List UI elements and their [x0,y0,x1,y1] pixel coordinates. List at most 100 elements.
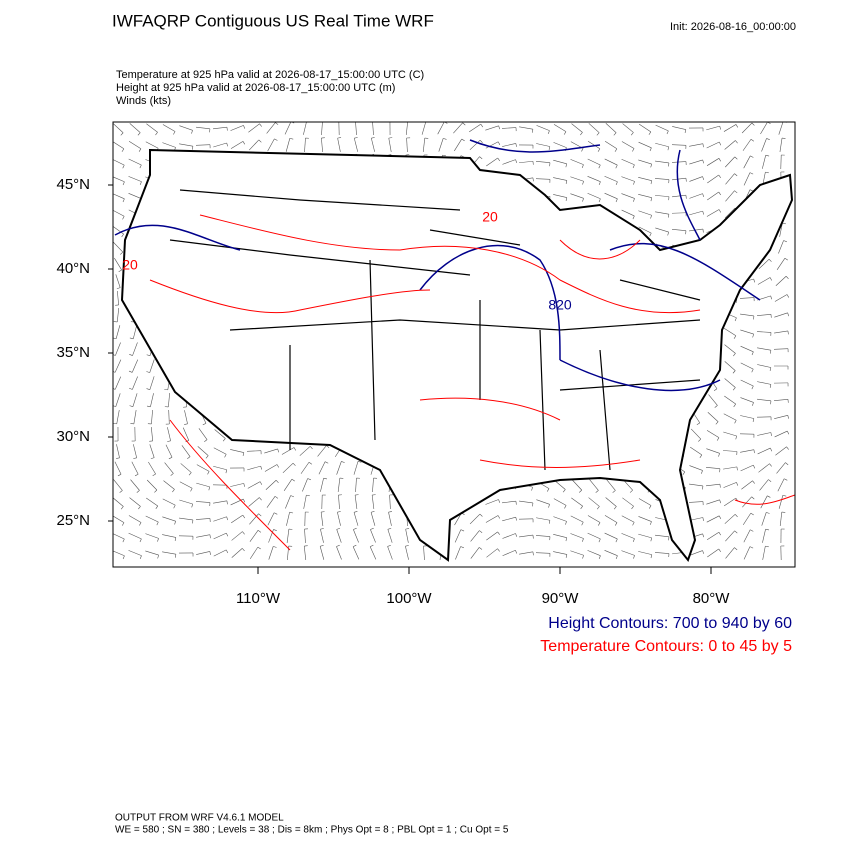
wind-barb [604,158,618,166]
wind-barb [604,176,618,182]
wind-barb [740,379,754,387]
wind-barb-feather [767,495,771,498]
wind-barb [387,529,393,543]
wind-barb [405,122,408,135]
wind-barb-feather [596,506,600,510]
wind-barb-feather [323,477,328,480]
wind-barb-feather [785,462,789,466]
wind-barb [266,122,276,134]
wind-barb [621,176,635,182]
lon-tick-label: 80°W [693,590,731,607]
wind-barb [519,126,533,130]
contour-label: 820 [548,297,572,313]
wind-barb [724,395,736,405]
wind-barb-feather [632,522,635,526]
wind-barb-feather [353,527,357,530]
wind-barb [113,209,125,217]
wind-barb-feather [749,172,754,175]
wind-barb [248,497,260,507]
wind-barb [762,546,766,560]
wind-barb-feather [479,156,483,160]
wind-barb-feather [139,522,142,526]
wind-barb-feather [698,438,702,442]
wind-barb [725,530,735,542]
wind-barb [249,530,259,542]
wind-barb [299,446,311,456]
wind-barb-feather [388,137,393,139]
wind-barb [638,516,652,522]
wind-barb [437,122,445,135]
wind-barb [570,515,584,523]
wind-barb [536,161,550,163]
wind-barb [320,512,324,526]
wind-barb [706,515,720,523]
lon-tick-label: 100°W [386,590,432,607]
wind-barb [757,381,771,385]
title: IWFAQRP Contiguous US Real Time WRF [112,11,434,30]
wind-barb-feather [580,505,583,510]
wind-barb-feather [259,497,262,501]
wind-barb [779,512,783,526]
wind-barb-feather [120,132,124,136]
wind-barb [779,138,783,152]
wind-barb-feather [242,514,246,519]
wind-barb [354,495,358,509]
wind-barb [318,461,326,475]
wind-barb-feather [173,505,176,509]
wind-barb [113,533,125,540]
wind-barb [132,376,138,390]
wind-barb [230,498,244,506]
wind-barb [131,359,139,373]
wind-barb-feather [632,215,635,220]
wind-barb [167,427,171,441]
wind-barb [622,497,634,507]
wind-barb [115,393,121,407]
wind-barb [689,465,703,471]
wind-barb-feather [629,489,633,493]
wind-barb-feather [702,159,705,164]
wind-barb-feather [614,148,618,152]
wind-barb-feather [702,143,704,148]
wind-barb [722,450,738,452]
wind-barb [213,142,227,148]
wind-barb-feather [515,533,518,537]
wind-barb [638,177,652,181]
wind-barb-feather [733,335,737,339]
wind-barb-feather [564,505,567,509]
wind-barb [389,494,391,510]
wind-barb [162,516,176,522]
wind-barb-feather [787,330,789,335]
wind-barb [775,276,787,286]
wind-barb [740,464,754,472]
wind-barb-feather [598,555,601,560]
wind-barb [519,160,533,164]
wind-barb-feather [479,547,483,550]
wind-barb [570,533,584,539]
wind-barb-feather [595,490,599,493]
wind-barb-feather [770,295,773,300]
wind-barb-feather [718,158,722,162]
wind-barb [553,498,567,506]
wind-barb [115,274,121,288]
wind-barb [776,462,786,474]
wind-barb-feather [702,550,705,554]
basemap: 20 20 820 [114,139,795,563]
wind-barb [740,313,754,317]
wind-barb [388,512,392,526]
wind-barb-feather [648,131,652,135]
wind-barb-feather [242,548,245,552]
wind-barb [336,461,342,475]
wind-barb [570,159,584,165]
wind-barb [145,515,159,523]
wind-barb [163,480,175,490]
wind-barb-feather [324,461,329,464]
wind-barb [302,478,308,492]
wind-barb [132,325,138,339]
wind-barb-feather [122,198,125,203]
wind-barb-feather [598,181,601,186]
wind-barb [319,546,325,560]
wind-barb-feather [190,488,193,492]
wind-barb [778,122,784,135]
wind-barb-feather [515,517,517,521]
wind-barb-feather [597,148,601,152]
